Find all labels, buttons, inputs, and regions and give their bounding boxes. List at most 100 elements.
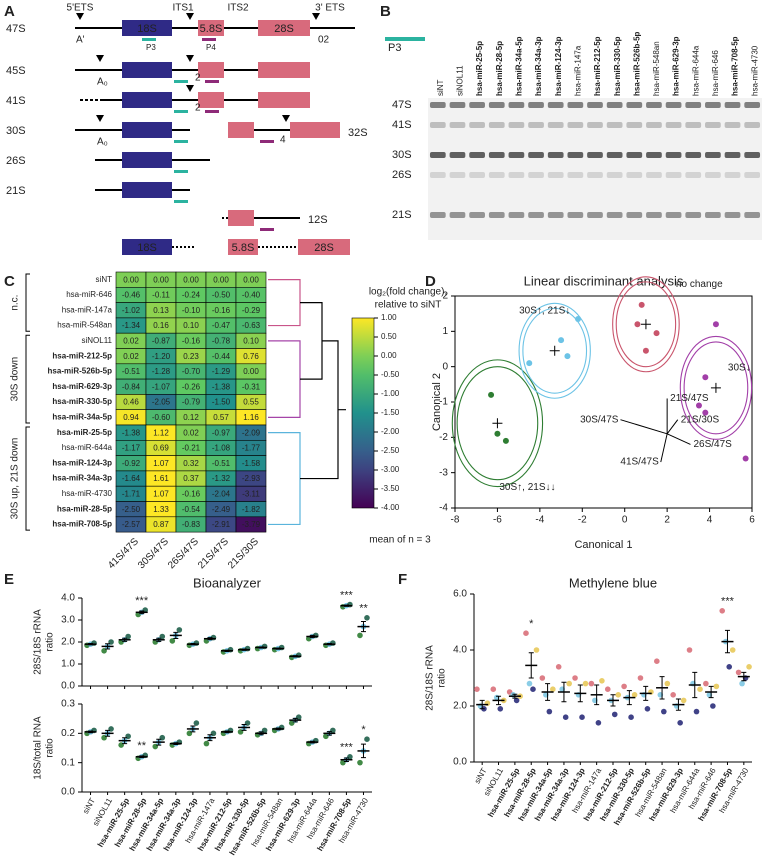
cell-label: -1.77 <box>242 444 261 453</box>
gel-band <box>665 172 682 178</box>
colorbar-title: relative to siNT <box>375 300 442 311</box>
gel-band <box>724 122 741 128</box>
lane-label: hsa-miR-708-5p <box>731 36 740 96</box>
replicate-point <box>142 607 149 613</box>
lane-label: hsa-miR-34a-3p <box>534 36 543 96</box>
x-axis-label: Canonical 1 <box>574 539 632 551</box>
replicate-point <box>595 720 602 726</box>
replicate-point <box>550 686 556 692</box>
cell-label: 0.00 <box>123 275 139 284</box>
replicate-point <box>703 680 709 687</box>
group-label: 30S up, 21S down <box>10 438 21 520</box>
cell-label: -1.71 <box>122 489 141 498</box>
cell-label: 1.07 <box>153 489 169 498</box>
replicate-point <box>539 675 546 681</box>
cell-label: 1.12 <box>153 428 169 437</box>
lane-label: siNT <box>436 79 445 96</box>
y-tick-label: 1.0 <box>61 659 75 670</box>
point <box>575 315 582 322</box>
replicate-point <box>693 708 700 715</box>
replicate-point <box>611 711 618 718</box>
region-label: 3' ETS <box>315 3 345 14</box>
y-axis-label: ratio <box>437 668 448 688</box>
replicate-point <box>523 630 529 636</box>
lane-label: hsa-miR-629-3p <box>672 36 681 96</box>
series-label: 30S↓ <box>728 363 751 374</box>
replicate-point <box>677 720 683 726</box>
cell-label: -1.20 <box>152 352 171 361</box>
row-label: hsa-miR-28-5p <box>57 504 112 513</box>
group-bracket <box>25 334 30 424</box>
cell-label: 0.00 <box>183 275 199 284</box>
rrna-block <box>298 239 350 255</box>
point <box>742 455 749 462</box>
centroid <box>710 382 721 393</box>
cell-label: -1.38 <box>122 428 141 437</box>
cell-label: 0.87 <box>153 520 169 529</box>
y-tick-label: 0 <box>442 361 448 372</box>
cell-label: -0.10 <box>182 306 201 315</box>
replicate-point <box>490 686 497 692</box>
probe-bar <box>174 80 188 83</box>
cleavage-site <box>186 55 194 62</box>
replicate-point <box>357 632 363 639</box>
species-label: 21S <box>6 185 26 197</box>
rrna-block <box>122 92 172 108</box>
cell-label: -3.79 <box>242 520 261 529</box>
cell-label: 0.13 <box>153 306 169 315</box>
gel-band <box>646 102 662 108</box>
y-tick-label: 1 <box>442 326 448 337</box>
rrna-block <box>198 20 224 36</box>
replicate-point <box>562 714 569 720</box>
point <box>564 353 571 360</box>
gel-band <box>626 172 643 178</box>
confidence-ellipse <box>612 276 680 373</box>
vector-label: 41S/47S <box>620 457 659 468</box>
cell-label: 1.16 <box>243 413 259 422</box>
gel-band <box>547 152 564 158</box>
probe-label: P3 <box>146 43 156 52</box>
gel-band <box>488 172 505 178</box>
gel-band <box>685 102 702 108</box>
y-tick-label: -4 <box>439 503 448 514</box>
probe-bar <box>260 140 274 143</box>
gel-band <box>705 212 721 218</box>
replicate-point <box>710 703 716 709</box>
gel-band <box>528 172 544 178</box>
gel-band <box>528 152 544 158</box>
rrna-block <box>258 92 310 108</box>
replicate-point <box>644 706 651 712</box>
lane-label: hsa-miR-330-5p <box>613 36 622 96</box>
gel-band <box>685 172 702 178</box>
replicate-point <box>729 647 736 653</box>
rrna-block <box>122 182 172 198</box>
replicate-point <box>357 759 363 766</box>
replicate-point <box>599 678 605 684</box>
gel-band <box>449 122 466 128</box>
cell-label: -1.38 <box>212 382 231 391</box>
point <box>695 402 702 409</box>
rrna-block <box>122 152 172 168</box>
cell-label: 0.00 <box>153 275 169 284</box>
cell-label: -0.70 <box>182 367 201 376</box>
cell-label: -0.84 <box>122 382 141 391</box>
x-tick-label: -2 <box>578 515 587 526</box>
replicate-point <box>746 664 752 670</box>
row-label: hsa-miR-708-5p <box>52 520 112 529</box>
cell-label: 1.61 <box>153 474 169 483</box>
dendrogram <box>268 432 301 526</box>
y-axis-label: Canonical 2 <box>431 373 443 431</box>
point <box>526 360 533 367</box>
y-tick-label: 0.3 <box>61 699 75 710</box>
cell-label: -3.11 <box>242 489 260 498</box>
cell-label: 1.33 <box>153 505 169 514</box>
cell-label: -1.29 <box>212 367 231 376</box>
gel-band <box>567 212 584 218</box>
x-tick-label: 2 <box>664 515 670 526</box>
cell-label: -2.91 <box>212 520 231 529</box>
species-label: 41S <box>6 95 26 107</box>
replicate-point <box>513 697 520 704</box>
cell-label: -0.50 <box>212 291 231 300</box>
replicate-point <box>588 680 595 687</box>
cleavage-site <box>96 115 104 122</box>
